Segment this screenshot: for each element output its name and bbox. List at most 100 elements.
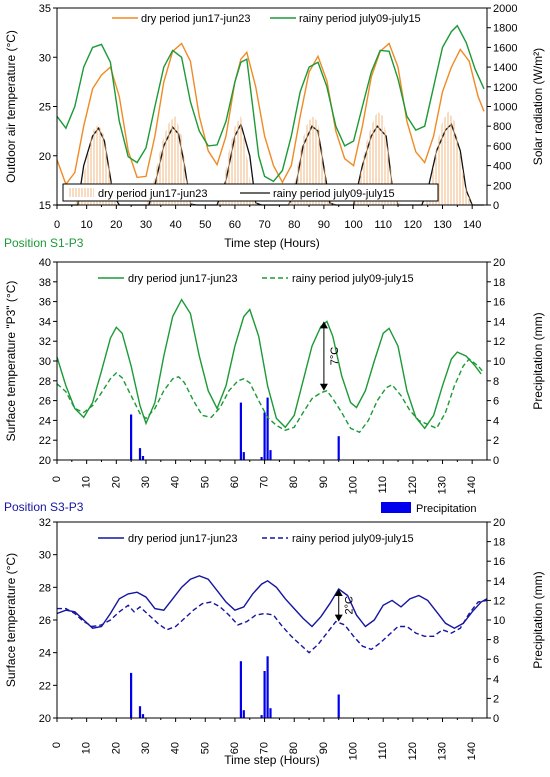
y2-tick-label: 2000 [493, 3, 517, 15]
y-tick-label: 22 [39, 435, 51, 447]
y2-tick-label: 1200 [493, 82, 517, 94]
x-tick-label: 30 [140, 742, 152, 754]
y2-tick-label: 8 [493, 376, 499, 388]
y2-tick-label: 6 [493, 654, 499, 666]
precip-bar-9 [337, 694, 340, 718]
x-tick-label: 100 [344, 219, 362, 231]
precip-bar-3 [239, 402, 242, 460]
y2-tick-label: 18 [493, 537, 505, 549]
x-tick-label: 40 [169, 219, 181, 231]
precip-bar-9 [337, 436, 340, 460]
precip-bar-2 [141, 714, 145, 718]
legend-label-dry: dry period jun17-jun23 [128, 533, 237, 545]
x-tick-label: 70 [259, 476, 271, 488]
panel-3: Position S3-P30 10 20 30 40 50 60 70 80 90 100 110 1… [4, 500, 545, 767]
y2-tick-label: 16 [493, 556, 505, 568]
x-tick-label: 80 [288, 476, 300, 488]
y2-tick-label: 600 [493, 141, 511, 153]
precip-bar-1 [138, 706, 142, 718]
precip-bar-4 [242, 452, 245, 460]
panel-title: Position S1-P3 [4, 236, 84, 250]
x-tick-label: 110 [374, 219, 392, 231]
precip-bar-2 [141, 456, 145, 460]
y2-tick-label: 800 [493, 121, 511, 133]
y-tick-label: 36 [39, 297, 51, 309]
y-tick-label: 24 [39, 415, 51, 427]
y-tick-label: 24 [39, 648, 51, 660]
y2-tick-label: 12 [493, 336, 505, 348]
y-axis-label: Surface temperature "P3" (°C) [4, 281, 18, 442]
x-tick-label: 130 [437, 742, 449, 760]
x-tick-label: 60 [229, 476, 241, 488]
y-tick-label: 34 [39, 316, 51, 328]
y2-axis-label: Precipitation (mm) [531, 571, 545, 668]
x-tick-label: 90 [318, 742, 330, 754]
y2-tick-label: 12 [493, 595, 505, 607]
precip-bar-7 [266, 656, 269, 718]
y-tick-label: 30 [39, 356, 51, 368]
series-line-1 [57, 599, 488, 654]
x-tick-label: 50 [199, 476, 211, 488]
x-tick-label: 40 [170, 742, 182, 754]
x-tick-label: 10 [81, 219, 93, 231]
y2-tick-label: 400 [493, 161, 511, 173]
legend-label-precipitation: Precipitation [416, 503, 477, 515]
x-tick-label: 0 [54, 219, 60, 231]
x-tick-label: 120 [404, 219, 422, 231]
y-tick-label: 32 [39, 517, 51, 529]
annotation-label: 2°C [344, 596, 356, 615]
legend-label-rainy: rainy period july09-july15 [292, 533, 414, 545]
y-tick-label: 26 [39, 396, 51, 408]
y2-axis-label: Solar radiation (W/m²) [531, 48, 545, 165]
legend-label-dry: dry period jun17-jun23 [141, 13, 250, 25]
x-tick-label: 60 [229, 219, 241, 231]
y-tick-label: 38 [39, 277, 51, 289]
y-tick-label: 32 [39, 336, 51, 348]
series-line-0 [56, 298, 482, 430]
legend-swatch-dry-radiation [68, 188, 94, 197]
x-tick-label: 130 [437, 476, 449, 494]
x-tick-label: 110 [377, 742, 389, 760]
y2-tick-label: 0 [493, 713, 499, 725]
legend-label-rainy: rainy period july09-july15 [299, 13, 421, 25]
annotation-arrow-head-bottom [334, 614, 343, 622]
x-tick-label: 10 [81, 476, 93, 488]
annotation-arrow-head-top [319, 321, 328, 329]
y-tick-label: 15 [39, 200, 51, 212]
x-tick-label: 70 [259, 742, 271, 754]
series-area-3 [57, 111, 484, 205]
precip-bar-8 [269, 708, 272, 718]
legend-label-rainy-radiation: rainy period july09-july15 [273, 188, 395, 200]
series-line-0 [56, 42, 485, 186]
y2-tick-label: 2 [493, 693, 499, 705]
x-tick-label: 100 [348, 742, 360, 760]
y2-tick-label: 4 [493, 415, 499, 427]
y2-tick-label: 0 [493, 200, 499, 212]
x-tick-label: 80 [288, 742, 300, 754]
annotation-arrow-head-top [334, 588, 343, 596]
x-tick-label: 100 [348, 476, 360, 494]
y2-tick-label: 1600 [493, 42, 517, 54]
y2-tick-label: 14 [493, 316, 505, 328]
x-tick-label: 30 [140, 219, 152, 231]
x-tick-label: 110 [377, 476, 389, 494]
y-tick-label: 28 [39, 582, 51, 594]
y2-tick-label: 1400 [493, 62, 517, 74]
x-tick-label: 20 [110, 742, 122, 754]
annotation-label: 7°C [329, 347, 341, 366]
y2-tick-label: 4 [493, 674, 499, 686]
x-tick-label: 50 [199, 219, 211, 231]
x-tick-label: 90 [318, 219, 330, 231]
x-tick-label: 120 [407, 476, 419, 494]
y-tick-label: 20 [39, 713, 51, 725]
y2-tick-label: 1000 [493, 102, 517, 114]
y2-tick-label: 0 [493, 455, 499, 467]
precip-bar-5 [260, 715, 263, 718]
x-tick-label: 0 [51, 476, 63, 482]
x-tick-label: 80 [288, 219, 300, 231]
plot-frame [56, 261, 488, 461]
x-tick-label: 10 [81, 742, 93, 754]
x-tick-label: 50 [199, 742, 211, 754]
x-tick-label: 90 [318, 476, 330, 488]
panel-title: Position S3-P3 [4, 500, 84, 514]
